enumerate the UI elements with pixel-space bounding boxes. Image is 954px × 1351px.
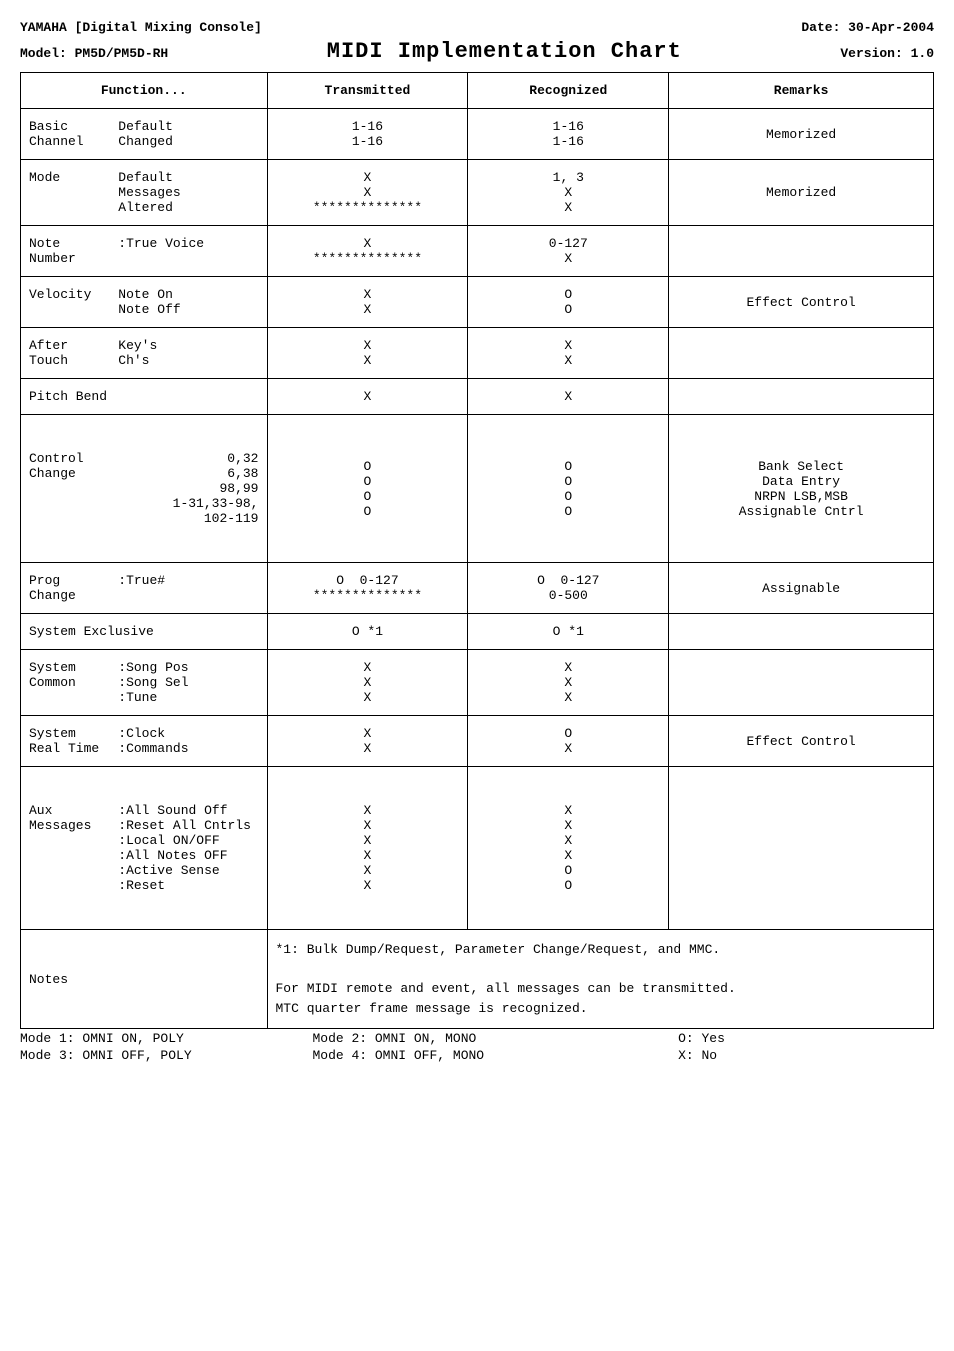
row-mode: Mode Default Messages Altered X X ******… xyxy=(21,160,934,226)
footer-line-2: Mode 3: OMNI OFF, POLY Mode 4: OMNI OFF,… xyxy=(20,1048,934,1063)
mode-tx: X X ************** xyxy=(267,160,468,226)
date-label: Date: 30-Apr-2004 xyxy=(801,20,934,35)
ctrl-rx: O O O O xyxy=(468,415,669,563)
row-aux-messages: Aux Messages :All Sound Off :Reset All C… xyxy=(21,767,934,930)
sysrt-tx: X X xyxy=(267,716,468,767)
col-transmitted: Transmitted xyxy=(267,73,468,109)
note-rem xyxy=(669,226,934,277)
basic-right: Default Changed xyxy=(114,109,266,159)
footer-l2-mid: Mode 4: OMNI OFF, MONO xyxy=(312,1048,678,1063)
note-left: Note Number xyxy=(21,226,114,276)
pitch-rx: X xyxy=(468,379,669,415)
syscom-left: System Common xyxy=(21,650,114,715)
ctrl-left: Control Change xyxy=(21,441,114,536)
row-velocity: Velocity Note On Note Off X X O O Effect… xyxy=(21,277,934,328)
note-tx: X ************** xyxy=(267,226,468,277)
syscom-right: :Song Pos :Song Sel :Tune xyxy=(114,650,266,715)
notes-label: Notes xyxy=(21,962,267,997)
aux-tx: X X X X X X xyxy=(267,767,468,930)
row-notes: Notes *1: Bulk Dump/Request, Parameter C… xyxy=(21,930,934,1029)
prog-rx: O 0-127 0-500 xyxy=(468,563,669,614)
basic-rem: Memorized xyxy=(669,109,934,160)
chart-title: MIDI Implementation Chart xyxy=(188,39,820,64)
version-label: Version: 1.0 xyxy=(840,46,934,61)
row-after-touch: After Touch Key's Ch's X X X X xyxy=(21,328,934,379)
aux-left: Aux Messages xyxy=(21,793,114,903)
row-system-common: System Common :Song Pos :Song Sel :Tune … xyxy=(21,650,934,716)
sysex-rem xyxy=(669,614,934,650)
velocity-rx: O O xyxy=(468,277,669,328)
footer-l2-left: Mode 3: OMNI OFF, POLY xyxy=(20,1048,312,1063)
syscom-tx: X X X xyxy=(267,650,468,716)
row-basic-channel: Basic Channel Default Changed 1-16 1-16 … xyxy=(21,109,934,160)
row-control-change: Control Change 0,32 6,38 98,99 1-31,33-9… xyxy=(21,415,934,563)
ctrl-tx: O O O O xyxy=(267,415,468,563)
aux-right: :All Sound Off :Reset All Cntrls :Local … xyxy=(114,793,266,903)
sysex-full: System Exclusive xyxy=(21,614,267,649)
ctrl-rem: Bank Select Data Entry NRPN LSB,MSB Assi… xyxy=(669,415,934,563)
footer-l1-right: O: Yes xyxy=(678,1031,934,1046)
note-right: :True Voice xyxy=(114,226,266,276)
mode-right: Default Messages Altered xyxy=(114,160,266,225)
after-rem xyxy=(669,328,934,379)
table-header-row: Function... Transmitted Recognized Remar… xyxy=(21,73,934,109)
sysex-tx: O *1 xyxy=(267,614,468,650)
after-left: After Touch xyxy=(21,328,114,378)
row-pitch-bend: Pitch Bend X X xyxy=(21,379,934,415)
prog-tx: O 0-127 ************** xyxy=(267,563,468,614)
aux-rem xyxy=(669,767,934,930)
row-prog-change: Prog Change :True# O 0-127 *************… xyxy=(21,563,934,614)
prog-rem: Assignable xyxy=(669,563,934,614)
velocity-tx: X X xyxy=(267,277,468,328)
model-label: Model: PM5D/PM5D-RH xyxy=(20,46,168,61)
velocity-right: Note On Note Off xyxy=(114,277,266,327)
syscom-rem xyxy=(669,650,934,716)
basic-tx: 1-16 1-16 xyxy=(267,109,468,160)
sysrt-left: System Real Time xyxy=(21,716,114,766)
col-remarks: Remarks xyxy=(669,73,934,109)
aux-rx: X X X X O O xyxy=(468,767,669,930)
row-system-realtime: System Real Time :Clock :Commands X X O … xyxy=(21,716,934,767)
row-note-number: Note Number :True Voice X **************… xyxy=(21,226,934,277)
pitch-tx: X xyxy=(267,379,468,415)
sysrt-rem: Effect Control xyxy=(669,716,934,767)
pitch-full: Pitch Bend xyxy=(21,379,267,414)
sysex-rx: O *1 xyxy=(468,614,669,650)
prog-left: Prog Change xyxy=(21,563,114,613)
row-system-exclusive: System Exclusive O *1 O *1 xyxy=(21,614,934,650)
notes-text: *1: Bulk Dump/Request, Parameter Change/… xyxy=(267,930,934,1029)
syscom-rx: X X X xyxy=(468,650,669,716)
footer-l1-mid: Mode 2: OMNI ON, MONO xyxy=(312,1031,678,1046)
prog-right: :True# xyxy=(114,563,266,613)
after-rx: X X xyxy=(468,328,669,379)
mode-left: Mode xyxy=(21,160,114,225)
col-recognized: Recognized xyxy=(468,73,669,109)
sysrt-rx: O X xyxy=(468,716,669,767)
brand-product: YAMAHA [Digital Mixing Console] xyxy=(20,20,262,35)
pitch-rem xyxy=(669,379,934,415)
velocity-rem: Effect Control xyxy=(669,277,934,328)
mode-rem: Memorized xyxy=(669,160,934,226)
note-rx: 0-127 X xyxy=(468,226,669,277)
col-function: Function... xyxy=(21,73,268,109)
footer-l1-left: Mode 1: OMNI ON, POLY xyxy=(20,1031,312,1046)
after-tx: X X xyxy=(267,328,468,379)
velocity-left: Velocity xyxy=(21,277,114,327)
sysrt-right: :Clock :Commands xyxy=(114,716,266,766)
basic-rx: 1-16 1-16 xyxy=(468,109,669,160)
midi-chart-table: Function... Transmitted Recognized Remar… xyxy=(20,72,934,1029)
ctrl-right: 0,32 6,38 98,99 1-31,33-98, 102-119 xyxy=(114,441,266,536)
footer-line-1: Mode 1: OMNI ON, POLY Mode 2: OMNI ON, M… xyxy=(20,1031,934,1046)
basic-left: Basic Channel xyxy=(21,109,114,159)
mode-rx: 1, 3 X X xyxy=(468,160,669,226)
after-right: Key's Ch's xyxy=(114,328,266,378)
footer-l2-right: X: No xyxy=(678,1048,934,1063)
